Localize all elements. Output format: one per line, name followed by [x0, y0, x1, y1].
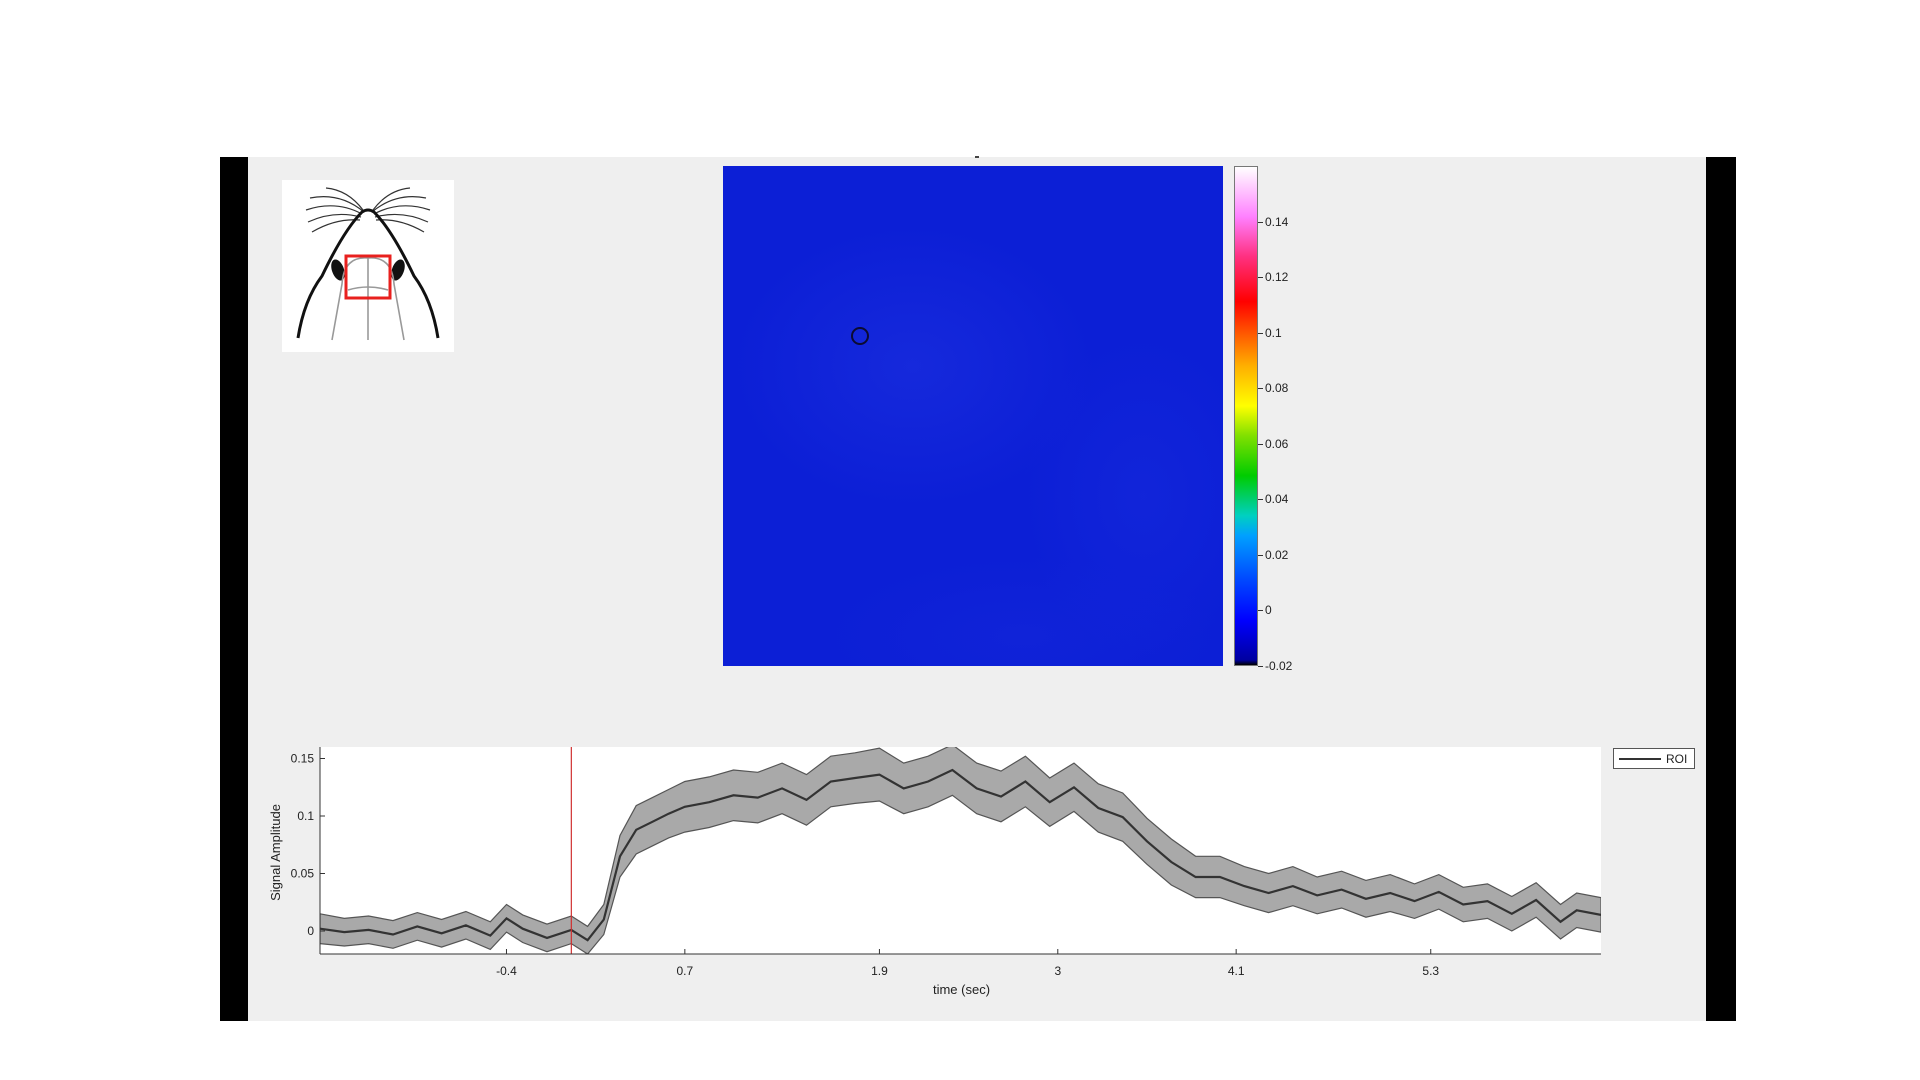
roi-box-icon	[344, 254, 392, 300]
y-tick-label: 0.15	[291, 752, 315, 766]
activation-map-texture	[723, 166, 1223, 666]
colorbar-tick	[1258, 332, 1263, 334]
colorbar-tick-label: 0.12	[1265, 270, 1289, 285]
left-eye-icon	[331, 259, 345, 281]
colorbar-tick-label: 0.06	[1265, 436, 1289, 451]
colorbar-tick-label: 0.1	[1265, 325, 1282, 340]
sem-band	[320, 747, 1601, 954]
y-axis-label: Signal Amplitude	[268, 804, 283, 901]
figure-top-mark	[975, 156, 979, 158]
mean-line	[320, 768, 1601, 942]
head-outline-icon	[296, 208, 440, 339]
colorbar	[1234, 166, 1258, 666]
y-tick-label: 0.1	[297, 809, 314, 823]
colorbar-tick	[1258, 388, 1263, 390]
colorbar-tick	[1258, 221, 1263, 223]
colorbar-tick-label: -0.02	[1265, 659, 1293, 673]
colorbar-tick-label: 0	[1265, 603, 1272, 618]
colorbar-tick	[1258, 499, 1263, 501]
colorbar-tick-label: 0.02	[1265, 547, 1289, 562]
colorbar-tick-label: 0.04	[1265, 492, 1289, 507]
x-axis-label: time (sec)	[933, 982, 990, 997]
x-tick-label: 0.7	[676, 964, 693, 978]
plot-series-group	[320, 747, 1601, 954]
x-tick-label: 1.9	[871, 964, 888, 978]
x-tick-label: -0.4	[496, 964, 517, 978]
legend-label: ROI	[1666, 752, 1688, 766]
colorbar-tick	[1258, 554, 1263, 556]
activation-map	[723, 166, 1223, 666]
colorbar-tick-label: 0.14	[1265, 214, 1289, 229]
x-tick-label: 3	[1054, 964, 1061, 978]
colorbar-tick	[1258, 443, 1263, 445]
y-tick-label: 0	[307, 924, 314, 938]
colorbar-tick	[1258, 610, 1263, 612]
right-eye-icon	[391, 259, 405, 281]
colorbar-tick	[1258, 666, 1263, 667]
colorbar-tick	[1258, 277, 1263, 279]
colorbar-tick-label: 0.08	[1265, 381, 1289, 396]
legend: ROI	[1613, 748, 1695, 769]
roi-marker	[851, 327, 869, 345]
x-tick-label: 5.3	[1422, 964, 1439, 978]
y-tick-label: 0.05	[291, 867, 315, 881]
x-tick-label: 4.1	[1228, 964, 1245, 978]
mouse-head-diagram	[282, 180, 454, 352]
legend-line	[1619, 758, 1661, 760]
